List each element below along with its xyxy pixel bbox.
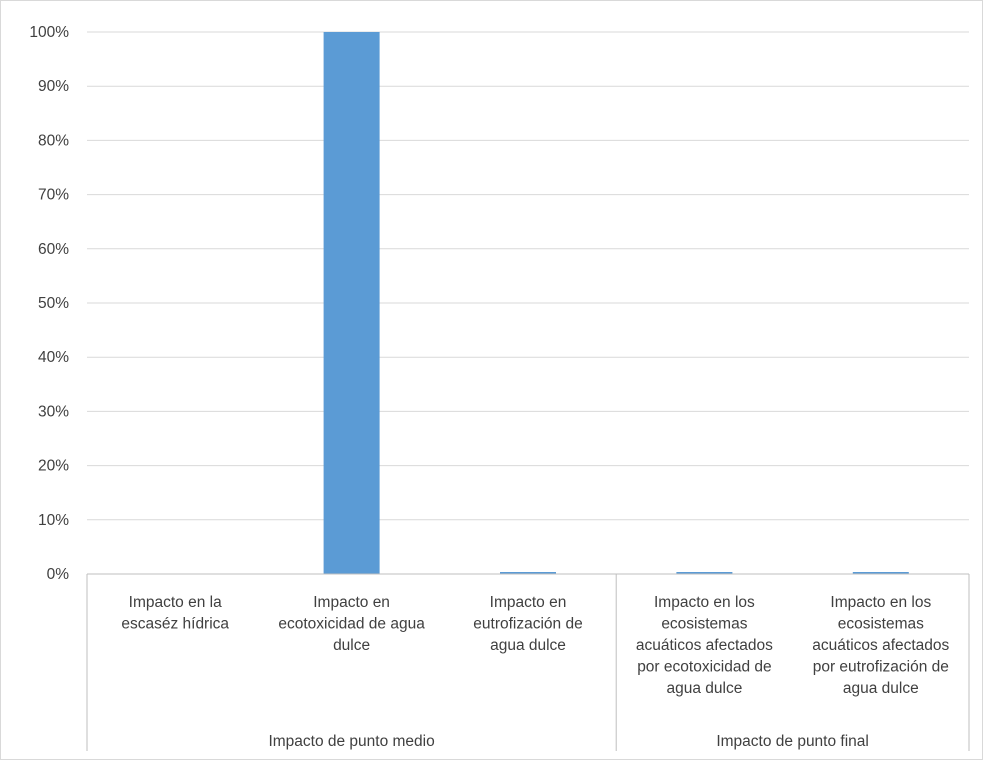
y-tick-label: 40% <box>38 349 69 366</box>
y-tick-label: 70% <box>38 187 69 204</box>
y-tick-label: 0% <box>47 566 70 583</box>
y-tick-label: 80% <box>38 132 69 149</box>
x-tick-label: Impacto en los ecosistemas acuáticos afect… <box>636 594 773 697</box>
group-label: Impacto de punto medio <box>268 733 434 750</box>
y-tick-label: 30% <box>38 403 69 420</box>
bar <box>852 572 909 574</box>
x-tick-label: Impacto en ecotoxicidad de agua dulce <box>278 594 425 654</box>
y-tick-label: 10% <box>38 512 69 529</box>
bar <box>500 572 556 574</box>
y-tick-label: 60% <box>38 241 69 258</box>
bar <box>676 572 733 574</box>
bar <box>323 32 380 574</box>
y-tick-label: 20% <box>38 458 69 475</box>
y-tick-label: 90% <box>38 78 69 95</box>
y-tick-label: 100% <box>29 24 69 41</box>
y-tick-label: 50% <box>38 295 69 312</box>
x-tick-label: Impacto en la escaséz hídrica <box>121 594 229 633</box>
group-label: Impacto de punto final <box>716 733 869 750</box>
x-tick-label: Impacto en los ecosistemas acuáticos afect… <box>812 594 949 697</box>
x-tick-label: Impacto en eutrofización de agua dulce <box>473 594 582 654</box>
